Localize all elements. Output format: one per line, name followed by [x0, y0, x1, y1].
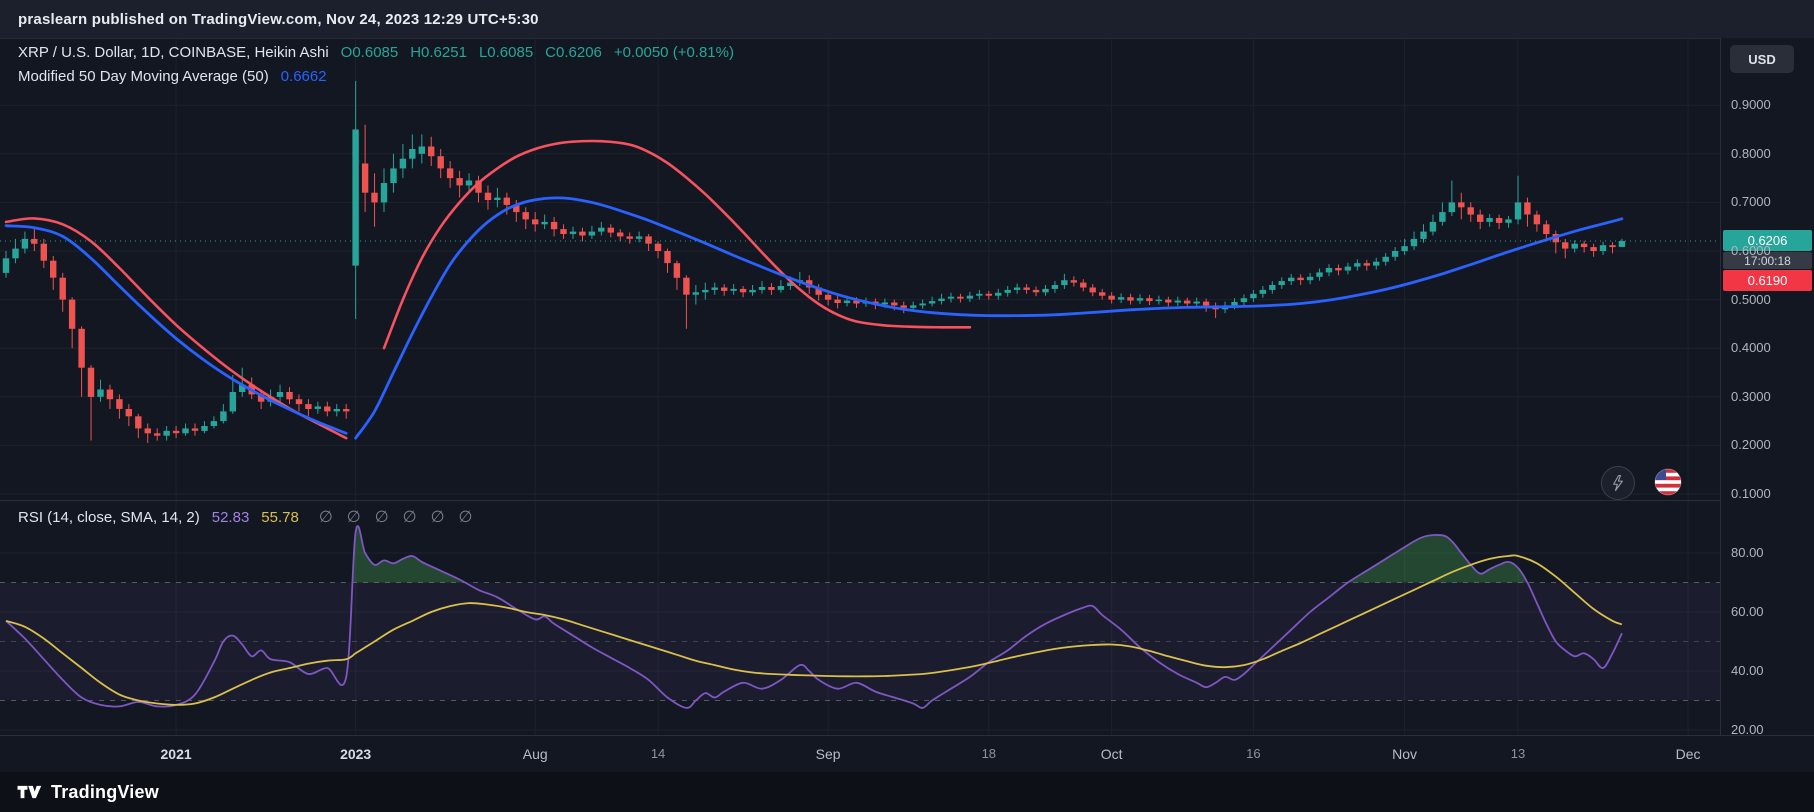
- rsi-pane[interactable]: [0, 500, 1720, 735]
- time-axis-label-2023: 2023: [340, 746, 372, 762]
- time-axis-label-sep: Sep: [815, 746, 841, 762]
- time-axis-label-nov: Nov: [1392, 746, 1418, 762]
- currency-button[interactable]: USD: [1730, 45, 1794, 73]
- main-price-pane[interactable]: [0, 38, 1720, 500]
- lightning-icon: [1613, 474, 1623, 492]
- rsi-axis-label: 80.00: [1731, 545, 1764, 560]
- bar-countdown: 17:00:18: [1723, 252, 1812, 269]
- ohlc-open: O0.6085: [340, 44, 399, 61]
- empty-value-icon: ∅: [430, 509, 445, 526]
- rsi-axis-label: 20.00: [1731, 722, 1764, 737]
- symbol-title[interactable]: XRP / U.S. Dollar, 1D, COINBASE, Heikin …: [18, 44, 329, 61]
- tradingview-logo[interactable]: [16, 781, 42, 803]
- time-axis-label-14: 14: [650, 746, 666, 761]
- price-axis[interactable]: USD 0.6206 17:00:18 0.6190 0.9000 0.8000 0…: [1720, 38, 1814, 772]
- time-axis[interactable]: 2021 2023 Aug 14 Sep 18 Oct 16 Nov 13 Dec: [0, 735, 1814, 773]
- empty-value-icon: ∅: [346, 509, 361, 526]
- ma-indicator-legend: Modified 50 Day Moving Average (50) 0.66…: [18, 68, 327, 85]
- ohlc-change: +0.0050 (+0.81%): [613, 44, 734, 61]
- last-price-badge: 0.6206: [1723, 230, 1812, 251]
- pane-separator[interactable]: [0, 500, 1814, 501]
- publish-header: praslearn published on TradingView.com, …: [0, 0, 1814, 39]
- price-axis-label: 0.6000: [1731, 243, 1771, 258]
- price-axis-label: 0.2000: [1731, 437, 1771, 453]
- price-axis-label: 0.1000: [1731, 486, 1771, 501]
- empty-value-icon: ∅: [402, 509, 417, 526]
- rsi-axis-label: 60.00: [1731, 604, 1764, 619]
- tradingview-wordmark[interactable]: TradingView: [51, 781, 159, 802]
- footer-bar: TradingView: [0, 772, 1814, 812]
- instant-data-button[interactable]: [1601, 466, 1635, 500]
- secondary-price-badge: 0.6190: [1723, 270, 1812, 291]
- time-axis-label-16: 16: [1246, 746, 1261, 761]
- empty-value-icon: ∅: [374, 509, 389, 526]
- ma-indicator-value: 0.6662: [280, 68, 327, 85]
- time-axis-label-13: 13: [1510, 746, 1526, 761]
- us-flag-icon: [1654, 468, 1682, 496]
- symbol-legend: XRP / U.S. Dollar, 1D, COINBASE, Heikin …: [18, 44, 734, 61]
- time-axis-label-18: 18: [981, 746, 997, 761]
- time-axis-label-aug: Aug: [522, 746, 548, 762]
- ohlc-close: C0.6206: [545, 44, 602, 61]
- ohlc-low: L0.6085: [478, 44, 534, 61]
- time-axis-label-2021: 2021: [160, 746, 192, 762]
- empty-value-icon: ∅: [458, 509, 473, 526]
- price-axis-label: 0.8000: [1731, 145, 1771, 161]
- price-axis-label: 0.3000: [1731, 388, 1771, 404]
- rsi-axis-label: 40.00: [1731, 663, 1764, 678]
- price-axis-label: 0.5000: [1731, 291, 1771, 307]
- price-axis-label: 0.7000: [1731, 194, 1771, 210]
- price-axis-label: 0.4000: [1731, 340, 1771, 356]
- empty-value-icon: ∅: [318, 509, 333, 526]
- rsi-indicator-title[interactable]: RSI (14, close, SMA, 14, 2): [18, 509, 200, 526]
- ma-indicator-title[interactable]: Modified 50 Day Moving Average (50): [18, 68, 269, 85]
- rsi-sma-value: 55.78: [261, 509, 299, 526]
- rsi-indicator-legend: RSI (14, close, SMA, 14, 2) 52.83 55.78 …: [18, 507, 472, 527]
- us-market-flag-button[interactable]: [1652, 466, 1684, 498]
- time-axis-label-dec: Dec: [1675, 746, 1701, 762]
- ohlc-high: H0.6251: [410, 44, 467, 61]
- price-axis-label: 0.9000: [1731, 97, 1771, 113]
- rsi-value: 52.83: [211, 509, 250, 526]
- time-axis-label-oct: Oct: [1100, 746, 1123, 762]
- publish-text: praslearn published on TradingView.com, …: [18, 10, 539, 28]
